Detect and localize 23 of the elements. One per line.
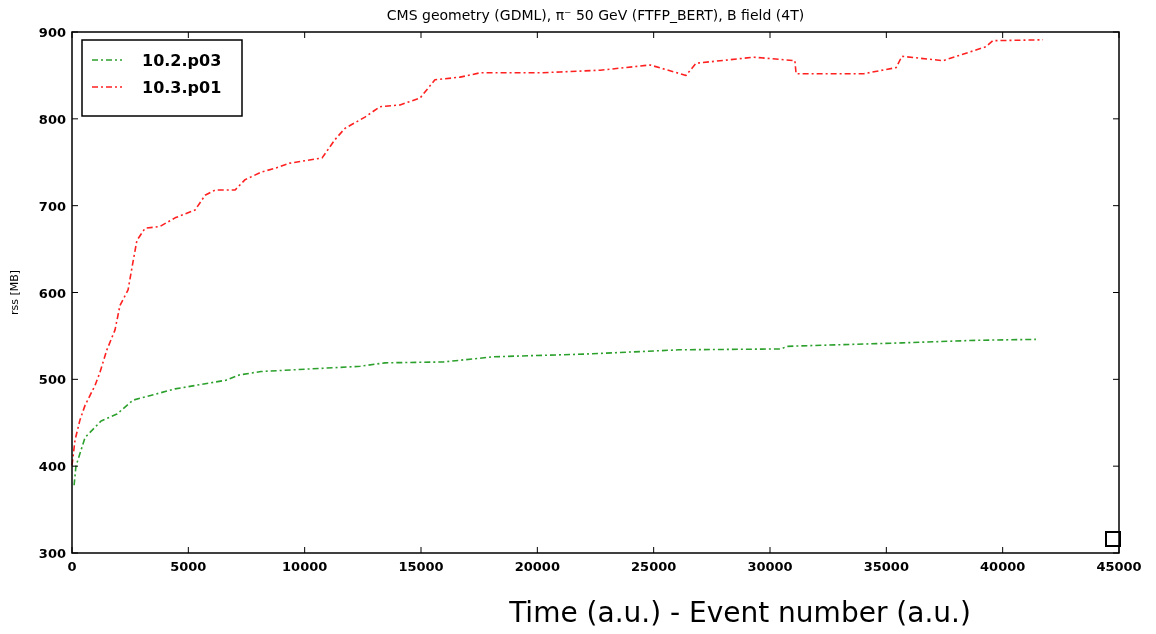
- y-tick-label: 900: [38, 25, 66, 40]
- x-axis-title: Time (a.u.) - Event number (a.u.): [508, 596, 971, 629]
- x-tick-label: 45000: [1096, 559, 1142, 574]
- chart-title: CMS geometry (GDML), π⁻ 50 GeV (FTFP_BERT), B field (4T): [386, 7, 805, 23]
- y-axis-title: rss [MB]: [8, 269, 21, 316]
- legend-label: 10.2.p03: [142, 51, 222, 70]
- x-tick-label: 15000: [398, 559, 444, 574]
- x-tick-label: 25000: [631, 559, 677, 574]
- y-tick-label: 600: [38, 285, 66, 301]
- x-tick-label: 35000: [863, 559, 909, 574]
- y-tick-label: 500: [38, 372, 66, 388]
- x-tick-label: 5000: [170, 559, 207, 574]
- line-series: [73, 338, 1037, 487]
- y-tick-label: 800: [38, 111, 66, 127]
- y-tick-label: 400: [38, 459, 66, 475]
- x-tick-label: 30000: [747, 559, 793, 574]
- x-tick-label: 20000: [514, 559, 560, 574]
- x-tick-label: 10000: [282, 559, 328, 574]
- y-tick-label: 300: [38, 546, 66, 561]
- y-tick-label: 700: [38, 198, 66, 214]
- x-tick-label: 40000: [980, 559, 1026, 574]
- x-tick-label: 0: [67, 559, 77, 574]
- legend-label: 10.3.p01: [142, 78, 222, 97]
